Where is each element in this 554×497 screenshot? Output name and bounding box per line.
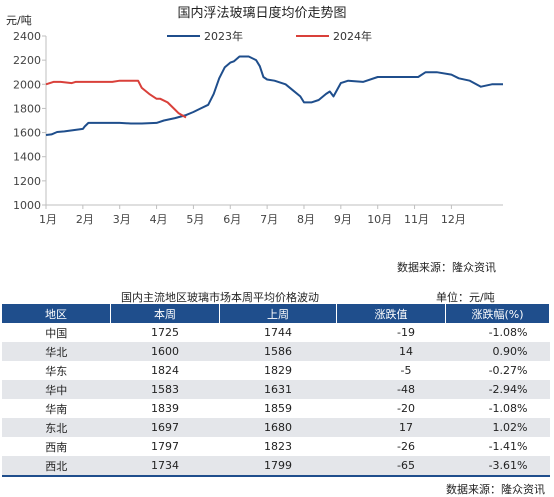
table-row: 华北 1600 1586 14 0.90% — [2, 342, 550, 361]
x-tick-label: 5月 — [186, 213, 204, 226]
x-tick-label: 3月 — [113, 213, 131, 226]
cell-change-pct: -1.08% — [445, 399, 550, 418]
table-row: 华南 1839 1859 -20 -1.08% — [2, 399, 550, 418]
table-row: 华中 1583 1631 -48 -2.94% — [2, 380, 550, 399]
header-last-week: 上周 — [219, 304, 337, 323]
cell-change: 17 — [336, 418, 446, 437]
y-tick-label: 2200 — [13, 54, 41, 67]
cell-change-pct: 0.90% — [445, 342, 550, 361]
cell-region: 西北 — [2, 456, 111, 477]
y-axis: 1000 1200 1400 1600 1800 2000 2200 2400 — [13, 30, 47, 212]
series-lines — [45, 55, 503, 136]
y-tick-label: 1600 — [13, 127, 41, 140]
x-tick-label: 6月 — [223, 213, 241, 226]
cell-change-pct: -1.08% — [445, 323, 550, 342]
header-this-week: 本周 — [110, 304, 220, 323]
x-tick-label: 4月 — [150, 213, 168, 226]
table-unit: 单位：元/吨 — [436, 291, 495, 304]
cell-change: -19 — [336, 323, 446, 342]
x-tick-label: 9月 — [334, 213, 352, 226]
price-trend-chart: 国内浮法玻璃日度均价走势图 元/吨 2023年 2024年 1000 1200 140… — [6, 5, 503, 226]
chart-title: 国内浮法玻璃日度均价走势图 — [177, 5, 346, 21]
cell-change: -26 — [336, 437, 446, 456]
cell-last-week: 1859 — [219, 399, 337, 418]
cell-this-week: 1697 — [110, 418, 220, 437]
cell-last-week: 1631 — [219, 380, 337, 399]
cell-change: -65 — [336, 456, 446, 477]
cell-last-week: 1680 — [219, 418, 337, 437]
y-tick-label: 1800 — [13, 102, 41, 115]
table-header-row: 地区 本周 上周 涨跌值 涨跌幅(%) — [2, 304, 550, 323]
table-row: 东北 1697 1680 17 1.02% — [2, 418, 550, 437]
cell-last-week: 1823 — [219, 437, 337, 456]
cell-change-pct: 1.02% — [445, 418, 550, 437]
cell-this-week: 1824 — [110, 361, 220, 380]
chart-source: 数据来源：隆众资讯 — [397, 261, 496, 274]
table-title: 国内主流地区玻璃市场本周平均价格波动 — [121, 291, 319, 304]
x-axis: 1月 2月 3月 4月 5月 6月 7月 8月 9月 10月 11月 12月 — [39, 204, 503, 226]
legend-label: 2024年 — [333, 29, 372, 43]
cell-region: 华南 — [2, 399, 111, 418]
x-tick-label: 12月 — [441, 213, 466, 226]
cell-region: 中国 — [2, 323, 111, 342]
cell-region: 华北 — [2, 342, 111, 361]
x-tick-label: 8月 — [297, 213, 315, 226]
cell-change: -20 — [336, 399, 446, 418]
y-tick-label: 1200 — [13, 175, 41, 188]
legend: 2023年 2024年 — [167, 29, 372, 43]
cell-last-week: 1744 — [219, 323, 337, 342]
cell-change-pct: -3.61% — [445, 456, 550, 477]
header-region: 地区 — [2, 304, 111, 323]
cell-this-week: 1734 — [110, 456, 220, 477]
cell-this-week: 1839 — [110, 399, 220, 418]
y-tick-label: 1000 — [13, 199, 41, 212]
cell-change: 14 — [336, 342, 446, 361]
table-source: 数据来源：隆众资讯 — [446, 483, 545, 496]
y-unit-label: 元/吨 — [6, 14, 32, 27]
cell-change-pct: -2.94% — [445, 380, 550, 399]
header-change-pct: 涨跌幅(%) — [445, 304, 550, 323]
cell-region: 华中 — [2, 380, 111, 399]
cell-change: -48 — [336, 380, 446, 399]
cell-change: -5 — [336, 361, 446, 380]
cell-last-week: 1586 — [219, 342, 337, 361]
cell-change-pct: -0.27% — [445, 361, 550, 380]
cell-last-week: 1799 — [219, 456, 337, 477]
y-tick-label: 2000 — [13, 78, 41, 91]
series-line-2024 — [45, 79, 187, 119]
price-table: 地区 本周 上周 涨跌值 涨跌幅(%) 中国 1725 1744 -19 -1.08% 华… — [2, 304, 550, 477]
cell-change-pct: -1.41% — [445, 437, 550, 456]
cell-this-week: 1797 — [110, 437, 220, 456]
x-tick-label: 7月 — [260, 213, 278, 226]
table-row: 中国 1725 1744 -19 -1.08% — [2, 323, 550, 342]
cell-this-week: 1600 — [110, 342, 220, 361]
x-tick-label: 10月 — [367, 213, 392, 226]
x-tick-label: 1月 — [39, 213, 57, 226]
series-line-2023 — [45, 55, 503, 136]
cell-region: 西南 — [2, 437, 111, 456]
y-tick-label: 1400 — [13, 151, 41, 164]
x-tick-label: 11月 — [404, 213, 429, 226]
cell-this-week: 1583 — [110, 380, 220, 399]
table-row: 西北 1734 1799 -65 -3.61% — [2, 456, 550, 477]
y-tick-label: 2400 — [13, 30, 41, 43]
legend-label: 2023年 — [204, 29, 243, 43]
table-row: 西南 1797 1823 -26 -1.41% — [2, 437, 550, 456]
table-row: 华东 1824 1829 -5 -0.27% — [2, 361, 550, 380]
x-tick-label: 2月 — [76, 213, 94, 226]
header-change: 涨跌值 — [336, 304, 446, 323]
cell-region: 东北 — [2, 418, 111, 437]
cell-region: 华东 — [2, 361, 111, 380]
cell-this-week: 1725 — [110, 323, 220, 342]
cell-last-week: 1829 — [219, 361, 337, 380]
